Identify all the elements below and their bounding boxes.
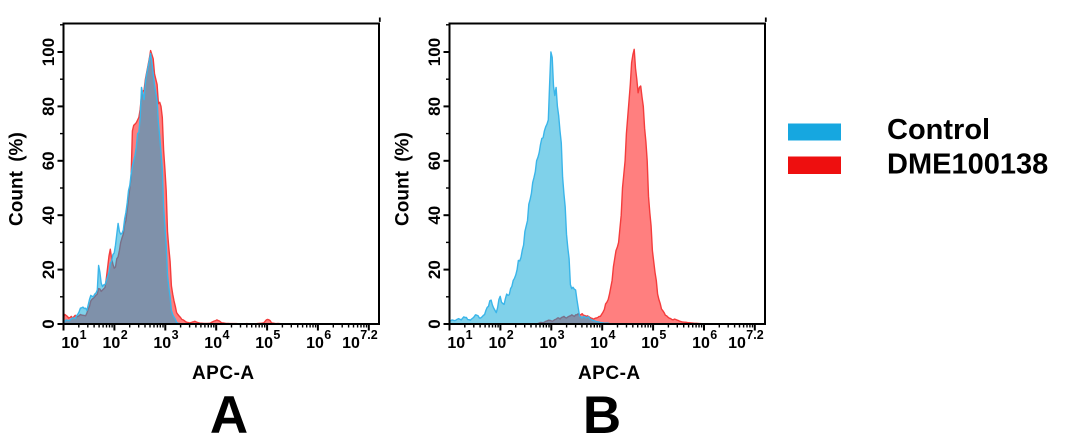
svg-text:10: 10 bbox=[61, 335, 79, 352]
svg-text:APC-A: APC-A bbox=[578, 363, 641, 384]
svg-text:(%): (%) bbox=[393, 132, 414, 162]
svg-text:7.2: 7.2 bbox=[746, 328, 763, 342]
svg-text:80: 80 bbox=[39, 97, 58, 116]
svg-text:10: 10 bbox=[255, 335, 273, 352]
svg-text:4: 4 bbox=[223, 328, 230, 342]
svg-text:Control: Control bbox=[887, 114, 990, 146]
svg-text:10: 10 bbox=[539, 335, 557, 352]
svg-text:10: 10 bbox=[641, 335, 659, 352]
svg-text:1: 1 bbox=[466, 328, 473, 342]
svg-text:80: 80 bbox=[425, 97, 444, 116]
svg-text:B: B bbox=[583, 386, 621, 445]
svg-text:5: 5 bbox=[659, 328, 666, 342]
svg-text:20: 20 bbox=[39, 260, 58, 279]
svg-text:APC-A: APC-A bbox=[192, 363, 255, 384]
svg-text:0: 0 bbox=[39, 319, 58, 328]
svg-text:(%): (%) bbox=[7, 132, 28, 162]
svg-text:10: 10 bbox=[204, 335, 222, 352]
svg-text:2: 2 bbox=[121, 328, 128, 342]
svg-text:3: 3 bbox=[172, 328, 179, 342]
svg-text:40: 40 bbox=[39, 206, 58, 225]
svg-text:20: 20 bbox=[425, 260, 444, 279]
svg-text:0: 0 bbox=[425, 319, 444, 328]
svg-text:10: 10 bbox=[103, 335, 121, 352]
svg-text:DME100138: DME100138 bbox=[887, 149, 1048, 181]
svg-text:10: 10 bbox=[447, 335, 465, 352]
svg-text:4: 4 bbox=[609, 328, 616, 342]
svg-text:10: 10 bbox=[590, 335, 608, 352]
svg-text:A: A bbox=[210, 386, 248, 445]
svg-text:3: 3 bbox=[558, 328, 565, 342]
svg-text:100: 100 bbox=[39, 38, 58, 66]
svg-text:6: 6 bbox=[710, 328, 717, 342]
svg-text:10: 10 bbox=[692, 335, 710, 352]
svg-text:Count: Count bbox=[7, 170, 28, 226]
svg-text:10: 10 bbox=[728, 335, 746, 352]
svg-text:10: 10 bbox=[306, 335, 324, 352]
svg-text:6: 6 bbox=[324, 328, 331, 342]
svg-text:10: 10 bbox=[153, 335, 171, 352]
svg-text:60: 60 bbox=[39, 151, 58, 170]
svg-text:10: 10 bbox=[342, 335, 360, 352]
svg-text:60: 60 bbox=[425, 151, 444, 170]
svg-text:7.2: 7.2 bbox=[360, 328, 377, 342]
svg-text:40: 40 bbox=[425, 206, 444, 225]
svg-text:5: 5 bbox=[273, 328, 280, 342]
svg-text:Count: Count bbox=[393, 170, 414, 226]
svg-text:10: 10 bbox=[489, 335, 507, 352]
svg-text:1: 1 bbox=[80, 328, 87, 342]
svg-text:2: 2 bbox=[507, 328, 514, 342]
svg-text:100: 100 bbox=[425, 38, 444, 66]
